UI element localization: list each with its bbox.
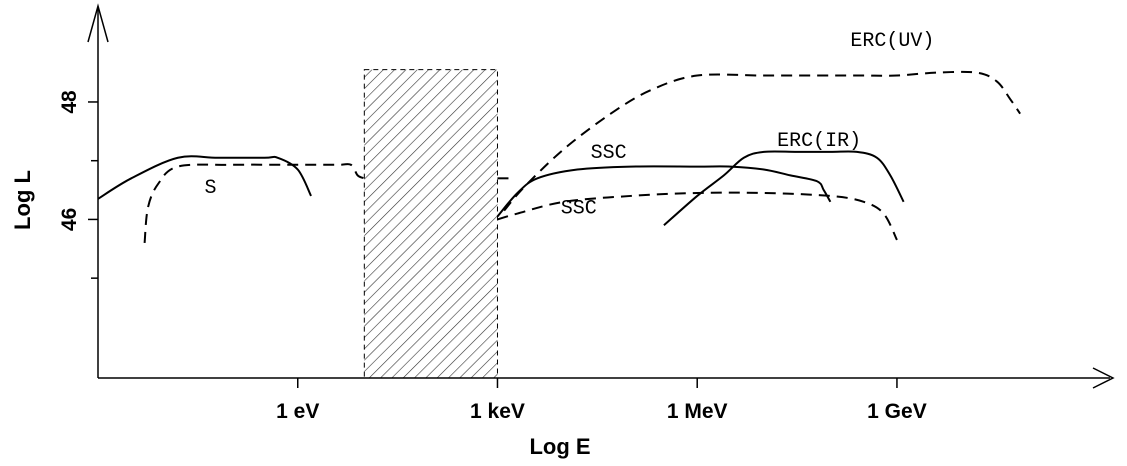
curve-label: S bbox=[205, 177, 217, 200]
y-axis-arrowhead bbox=[87, 3, 109, 43]
y-tick-label: 46 bbox=[58, 208, 81, 231]
y-axis-title: Log L bbox=[10, 170, 35, 230]
curve-erc-uv-dashed-6 bbox=[503, 70, 1021, 212]
x-tick-label: 1 keV bbox=[470, 400, 525, 423]
curve-label: SSC bbox=[561, 198, 597, 221]
curve-ssc-dashed-4 bbox=[497, 191, 898, 241]
curve-label: ERC(IR) bbox=[777, 130, 861, 153]
curve-ssc-solid-3 bbox=[496, 165, 832, 218]
x-tick-label: 1 eV bbox=[276, 400, 319, 423]
curve-s-solid-0 bbox=[97, 155, 312, 200]
curve-label: SSC bbox=[591, 142, 627, 165]
curve-label: ERC(UV) bbox=[850, 30, 934, 53]
shaded-band bbox=[363, 69, 498, 379]
x-tick-label: 1 MeV bbox=[667, 400, 728, 423]
x-axis-title: Log E bbox=[529, 434, 590, 459]
curve-erc-ir-solid-5 bbox=[663, 150, 905, 227]
x-axis-arrowhead bbox=[1092, 367, 1115, 389]
x-tick-label: 1 GeV bbox=[867, 400, 927, 423]
curve-unlabeled-dashed-1 bbox=[143, 163, 365, 244]
y-tick-label: 48 bbox=[58, 90, 81, 114]
